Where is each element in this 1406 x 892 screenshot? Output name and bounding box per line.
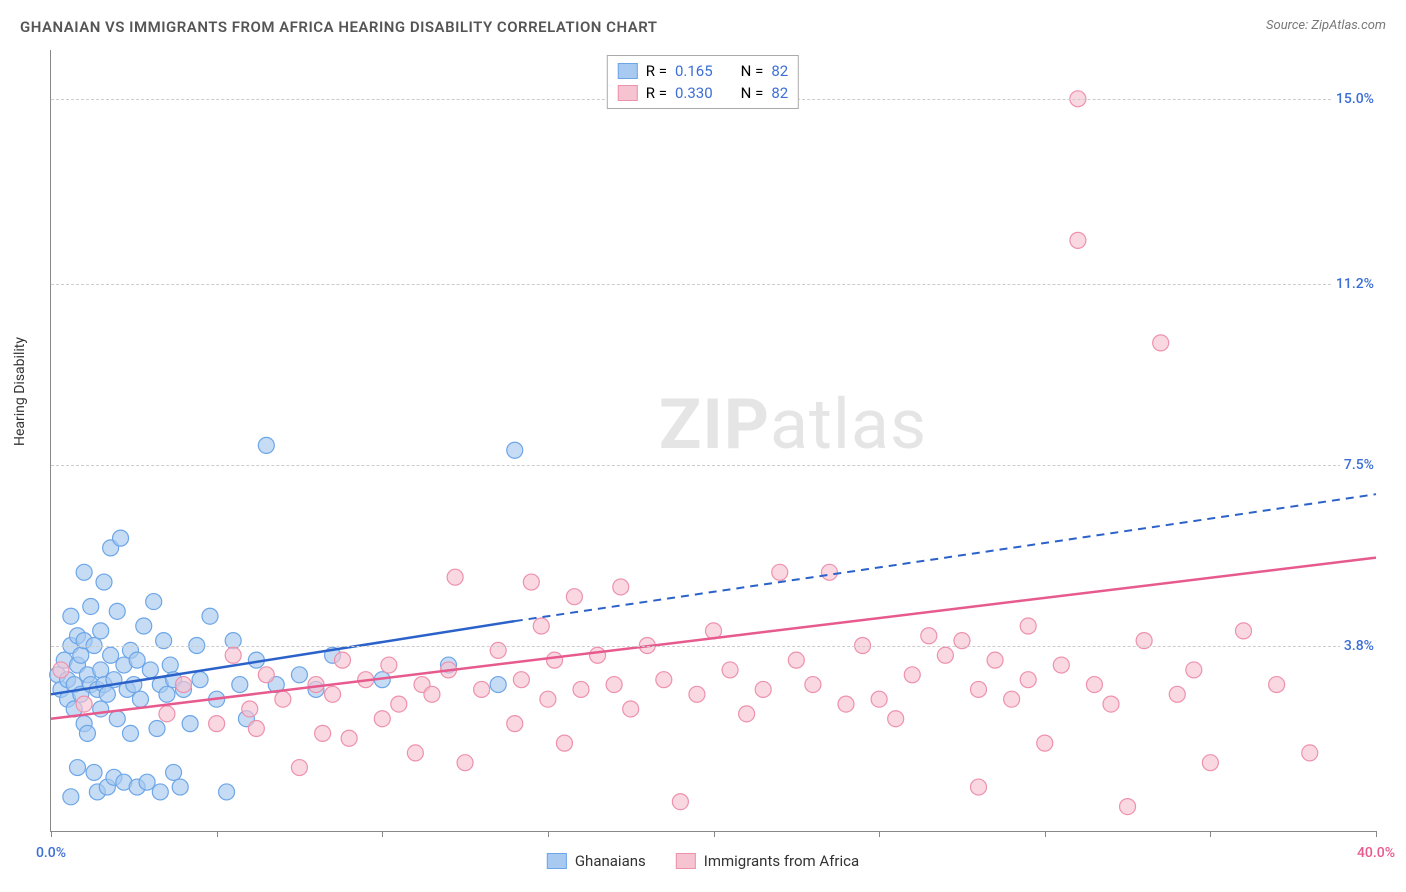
legend-correlation: R = 0.165 N = 82 R = 0.330 N = 82	[607, 55, 799, 109]
legend-row-immigrants: R = 0.330 N = 82	[618, 82, 788, 104]
y-tick-label: 7.5%	[1340, 457, 1378, 473]
y-tick-label: 15.0%	[1332, 91, 1378, 107]
legend-series: Ghanaians Immigrants from Africa	[547, 852, 859, 870]
chart-svg	[51, 50, 1376, 831]
y-tick-label: 11.2%	[1332, 276, 1378, 292]
legend-row-ghanaians: R = 0.165 N = 82	[618, 60, 788, 82]
x-min-label: 0.0%	[36, 845, 66, 861]
chart-title: GHANAIAN VS IMMIGRANTS FROM AFRICA HEARI…	[20, 18, 658, 36]
y-axis-label: Hearing Disability	[12, 337, 28, 446]
swatch-blue	[618, 63, 638, 79]
swatch-pink	[618, 85, 638, 101]
legend-item-ghanaians: Ghanaians	[547, 852, 646, 870]
legend-item-immigrants: Immigrants from Africa	[676, 852, 859, 870]
x-max-label: 40.0%	[1357, 845, 1395, 861]
y-tick-label: 3.8%	[1340, 638, 1378, 654]
swatch-pink-icon	[676, 853, 696, 869]
plot-area: ZIPatlas 3.8%7.5%11.2%15.0%0.0%40.0%	[50, 50, 1376, 832]
swatch-blue-icon	[547, 853, 567, 869]
source-label: Source: ZipAtlas.com	[1266, 18, 1386, 33]
